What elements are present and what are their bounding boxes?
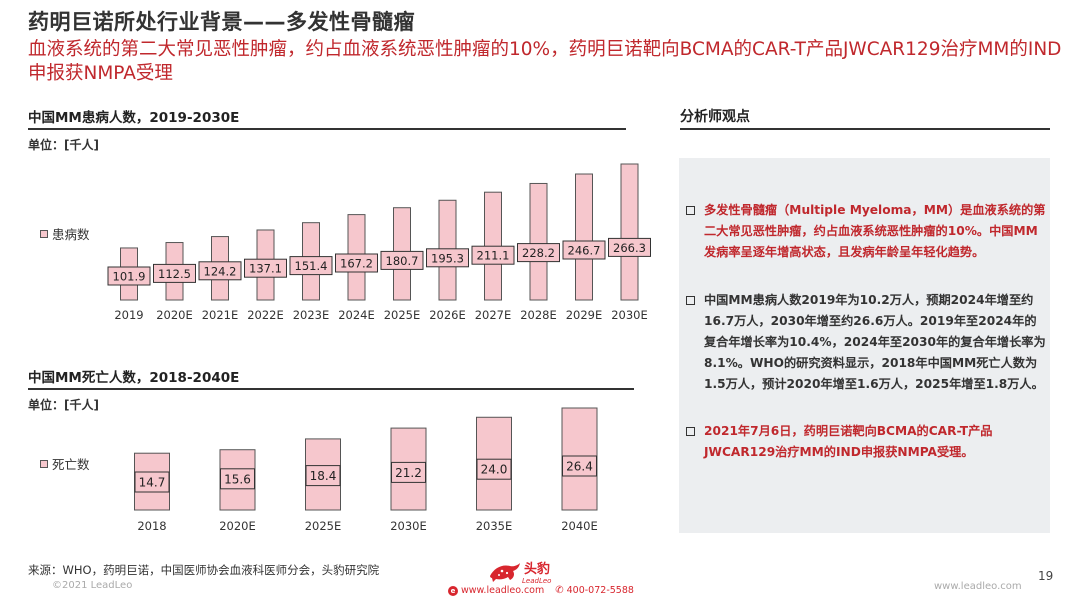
copyright: ©2021 LeadLeo [52, 580, 133, 591]
x-tick-label: 2019 [114, 308, 143, 322]
checkbox-square-icon [686, 427, 695, 436]
x-tick-label: 2040E [561, 519, 598, 533]
panel-bullet-text: 多发性骨髓瘤（Multiple Myeloma，MM）是血液系统的第二大常见恶性… [704, 203, 1046, 259]
chart2-plot: 14.7 2018 15.6 2020E 18.4 2025E 21.2 2030E 24.0 2… [134, 407, 598, 533]
chart1-title-rule [28, 128, 626, 130]
x-tick-label: 2023E [293, 308, 330, 322]
x-tick-label: 2035E [476, 519, 513, 533]
bar [620, 163, 639, 301]
panel-bullet-text: 中国MM患病人数2019年为10.2万人，预期2024年增至约16.7万人，20… [704, 293, 1046, 391]
x-tick-label: 2025E [305, 519, 342, 533]
data-label-box [608, 237, 651, 257]
leadleo-logo: 头豹 LeadLeo [488, 558, 551, 585]
data-label: 228.2 [522, 246, 555, 260]
data-label-box [517, 243, 560, 263]
data-label: 18.4 [310, 469, 337, 483]
data-label-box [107, 266, 151, 286]
data-label-box [562, 240, 606, 260]
data-label-box [198, 261, 242, 281]
data-label: 180.7 [386, 254, 419, 268]
data-label: 151.4 [295, 259, 328, 273]
panel-bullet-3: 2021年7月6日，药明巨诺靶向BCMA的CAR-T产品JWCAR129治疗MM… [686, 421, 1046, 463]
page-title: 药明巨诺所处行业背景——多发性骨髓瘤 [28, 10, 415, 34]
data-label: 112.5 [158, 267, 191, 281]
logo-subtext: LeadLeo [522, 577, 552, 585]
data-label-box [134, 471, 170, 493]
data-label-box [471, 245, 515, 265]
leopard-logo-icon [490, 562, 520, 582]
panel-title-rule [680, 128, 1050, 130]
bar [575, 173, 593, 301]
data-label: 246.7 [568, 244, 601, 258]
data-label: 21.2 [395, 466, 422, 480]
chart2-title-rule [28, 388, 634, 390]
x-tick-label: 2021E [202, 308, 239, 322]
panel-title: 分析师观点 [680, 109, 750, 125]
chart1-plot: 101.9 2019 112.5 2020E 124.2 2021E 137.1 2022E 1… [107, 163, 651, 322]
x-tick-label: 2018 [137, 519, 166, 533]
logo-text: 头豹 [524, 562, 551, 577]
checkbox-square-icon [686, 296, 695, 305]
page-subtitle: 血液系统的第二大常见恶性肿瘤，约占血液系统恶性肿瘤的10%，药明巨诺靶向BCMA… [28, 39, 1062, 84]
x-tick-label: 2030E [611, 308, 648, 322]
data-label-box [391, 461, 426, 483]
panel-bullet-2: 中国MM患病人数2019年为10.2万人，预期2024年增至约16.7万人，20… [686, 290, 1046, 395]
chart1-unit: 单位：[千人] [28, 138, 99, 152]
chart1-title: 中国MM患病人数，2019-2030E [28, 110, 240, 126]
chart1-legend: 患病数 [40, 224, 90, 243]
data-label: 167.2 [340, 257, 373, 271]
chart2-legend-label: 死亡数 [52, 457, 90, 472]
data-label-box [380, 250, 424, 270]
page-number: 19 [1038, 569, 1054, 583]
data-label-box [244, 258, 287, 278]
bar [529, 182, 548, 301]
data-label-box [289, 256, 333, 276]
phone-icon: ✆ [555, 585, 564, 596]
data-label: 24.0 [481, 463, 508, 477]
data-label-box [305, 465, 341, 487]
website-right[interactable]: www.leadleo.com [934, 581, 1022, 592]
logo-wordmark: 头豹 LeadLeo [522, 558, 552, 586]
checkbox-square-icon [686, 206, 695, 215]
phone-number: 400-072-5588 [566, 585, 634, 596]
chart2-title: 中国MM死亡人数，2018-2040E [28, 370, 240, 386]
x-tick-label: 2025E [384, 308, 421, 322]
panel-bullet-1: 多发性骨髓瘤（Multiple Myeloma，MM）是血液系统的第二大常见恶性… [686, 200, 1046, 263]
x-tick-label: 2029E [566, 308, 603, 322]
data-label: 211.1 [477, 249, 510, 263]
data-label: 195.3 [431, 251, 464, 265]
data-label-box [220, 468, 255, 490]
chart1-legend-swatch [40, 229, 48, 238]
x-tick-label: 2027E [475, 308, 512, 322]
x-tick-label: 2026E [429, 308, 466, 322]
data-label-box [153, 263, 196, 283]
chart2-legend: 死亡数 [40, 454, 90, 473]
data-label-box [562, 455, 597, 477]
analyst-panel [679, 158, 1050, 533]
data-label: 266.3 [613, 241, 646, 255]
data-label-box [476, 458, 512, 480]
x-tick-label: 2020E [156, 308, 193, 322]
data-label-box [426, 248, 469, 268]
data-label: 101.9 [113, 270, 146, 284]
data-label: 14.7 [139, 476, 166, 490]
data-label: 124.2 [204, 264, 237, 278]
data-label-box [335, 253, 378, 273]
x-tick-label: 2022E [247, 308, 284, 322]
x-tick-label: 2028E [520, 308, 557, 322]
panel-bullet-text: 2021年7月6日，药明巨诺靶向BCMA的CAR-T产品JWCAR129治疗MM… [704, 424, 993, 459]
x-tick-label: 2024E [338, 308, 375, 322]
data-label: 15.6 [224, 472, 251, 486]
website-link[interactable]: www.leadleo.com [461, 585, 545, 596]
chart2-legend-swatch [40, 459, 48, 468]
data-label: 137.1 [249, 262, 282, 276]
data-label: 26.4 [566, 460, 593, 474]
x-tick-label: 2020E [219, 519, 256, 533]
chart2-unit: 单位：[千人] [28, 398, 99, 412]
source-note: 来源：WHO，药明巨诺，中国医师协会血液科医师分会，头豹研究院 [28, 563, 380, 577]
contact-line: e www.leadleo.com ✆ 400-072-5588 [448, 585, 634, 596]
web-icon: e [448, 585, 458, 596]
chart1-legend-label: 患病数 [52, 227, 90, 242]
x-tick-label: 2030E [390, 519, 427, 533]
